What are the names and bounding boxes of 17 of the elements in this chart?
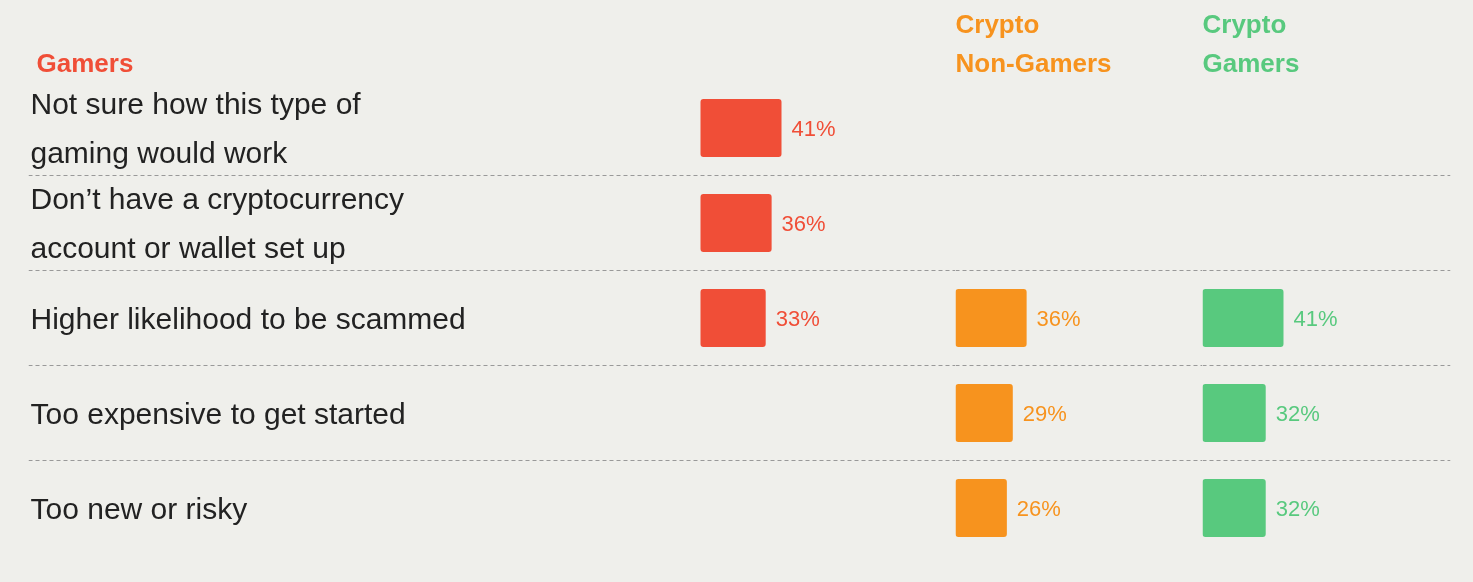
data-label: 26% bbox=[1016, 495, 1061, 521]
y-tick-label: Too new or risky bbox=[30, 491, 248, 525]
data-label: 32% bbox=[1275, 400, 1320, 426]
chart-title: Crypto Gamers bbox=[1202, 8, 1300, 78]
y-tick-label: Too expensive to get started bbox=[30, 396, 406, 430]
y-tick-label: Higher likelihood to be scammed bbox=[30, 301, 466, 335]
data-label: 33% bbox=[775, 305, 820, 331]
data-label: 41% bbox=[791, 115, 836, 141]
data-label: 32% bbox=[1275, 495, 1320, 521]
data-label: 41% bbox=[1293, 305, 1338, 331]
data-label: 36% bbox=[781, 210, 826, 236]
data-label: 29% bbox=[1022, 400, 1067, 426]
chart-title: Crypto Non-Gamers bbox=[955, 8, 1112, 78]
y-tick-label: Don’t have a cryptocurrency account or wallet set up bbox=[30, 181, 405, 265]
y-tick-label: Not sure how this type of gaming would work bbox=[30, 86, 362, 170]
text: Gamers bbox=[36, 47, 134, 78]
data-label: 36% bbox=[1036, 305, 1081, 331]
